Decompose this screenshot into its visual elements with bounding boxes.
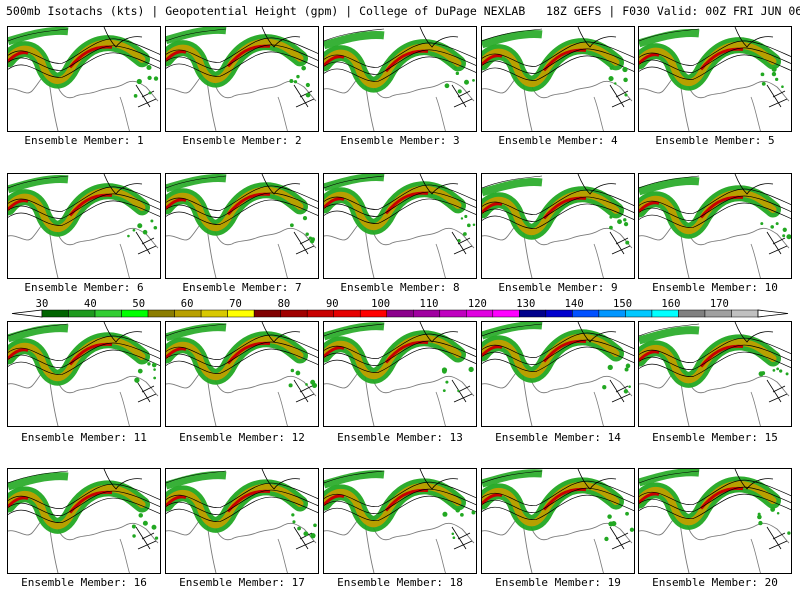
colorbar-tick-label: 140 — [564, 298, 584, 310]
ensemble-member-label: Ensemble Member: 5 — [655, 134, 775, 147]
colorbar-segment — [174, 309, 202, 318]
ensemble-member-label: Ensemble Member: 18 — [337, 576, 463, 589]
colorbar-segment — [68, 309, 96, 318]
ensemble-map-3 — [323, 26, 477, 132]
ensemble-map-6 — [7, 173, 161, 279]
chart-title: 500mb Isotachs (kts) | Geopotential Heig… — [6, 4, 800, 18]
colorbar-segment — [731, 309, 759, 318]
colorbar-segment — [625, 309, 653, 318]
colorbar-tick-label: 130 — [516, 298, 536, 310]
colorbar-tick-label: 30 — [35, 298, 49, 310]
colorbar-segment — [94, 309, 122, 318]
isotach-colorbar — [11, 309, 789, 318]
ensemble-member-label: Ensemble Member: 17 — [179, 576, 305, 589]
ensemble-map-15 — [638, 321, 792, 427]
colorbar-left-arrow — [11, 309, 43, 318]
colorbar-segment — [333, 309, 361, 318]
ensemble-member-label: Ensemble Member: 8 — [340, 281, 460, 294]
ensemble-map-7 — [165, 173, 319, 279]
colorbar-segment — [386, 309, 414, 318]
ensemble-member-label: Ensemble Member: 3 — [340, 134, 460, 147]
ensemble-map-17 — [165, 468, 319, 574]
colorbar-segment — [41, 309, 69, 318]
colorbar-segment — [200, 309, 228, 318]
ensemble-member-label: Ensemble Member: 13 — [337, 431, 463, 444]
ensemble-member-label: Ensemble Member: 20 — [652, 576, 778, 589]
colorbar-tick-label: 150 — [613, 298, 633, 310]
colorbar-segment — [572, 309, 600, 318]
ensemble-member-label: Ensemble Member: 19 — [495, 576, 621, 589]
ensemble-map-18 — [323, 468, 477, 574]
ensemble-member-label: Ensemble Member: 6 — [24, 281, 144, 294]
colorbar-tick-label: 40 — [84, 298, 97, 310]
colorbar-tick-label: 170 — [709, 298, 729, 310]
ensemble-map-12 — [165, 321, 319, 427]
colorbar-segment — [359, 309, 387, 318]
colorbar-segment — [598, 309, 626, 318]
colorbar-segment — [519, 309, 547, 318]
ensemble-map-20 — [638, 468, 792, 574]
colorbar-segment — [678, 309, 706, 318]
colorbar-tick-label: 160 — [661, 298, 681, 310]
ensemble-member-label: Ensemble Member: 9 — [498, 281, 618, 294]
ensemble-member-label: Ensemble Member: 1 — [24, 134, 144, 147]
ensemble-map-10 — [638, 173, 792, 279]
colorbar-segment — [466, 309, 494, 318]
ensemble-member-label: Ensemble Member: 16 — [21, 576, 147, 589]
colorbar-tick-label: 120 — [467, 298, 487, 310]
ensemble-member-label: Ensemble Member: 15 — [652, 431, 778, 444]
ensemble-map-4 — [481, 26, 635, 132]
ensemble-map-16 — [7, 468, 161, 574]
colorbar-segment — [121, 309, 149, 318]
colorbar-segment — [439, 309, 467, 318]
colorbar-segment — [651, 309, 679, 318]
ensemble-map-1 — [7, 26, 161, 132]
colorbar-segment — [227, 309, 255, 318]
ensemble-map-13 — [323, 321, 477, 427]
ensemble-member-label: Ensemble Member: 11 — [21, 431, 147, 444]
ensemble-map-14 — [481, 321, 635, 427]
ensemble-map-2 — [165, 26, 319, 132]
colorbar-segment — [413, 309, 441, 318]
ensemble-member-label: Ensemble Member: 10 — [652, 281, 778, 294]
ensemble-member-label: Ensemble Member: 12 — [179, 431, 305, 444]
colorbar-segment — [253, 309, 281, 318]
colorbar-tick-label: 70 — [229, 298, 242, 310]
colorbar-tick-label: 80 — [277, 298, 291, 310]
colorbar-tick-label: 90 — [325, 298, 339, 310]
colorbar-segment — [704, 309, 732, 318]
colorbar-tick-label: 60 — [180, 298, 194, 310]
ensemble-member-label: Ensemble Member: 7 — [182, 281, 302, 294]
ensemble-member-label: Ensemble Member: 14 — [495, 431, 621, 444]
ensemble-map-11 — [7, 321, 161, 427]
colorbar-segment — [147, 309, 175, 318]
colorbar-tick-label: 110 — [419, 298, 439, 310]
ensemble-map-19 — [481, 468, 635, 574]
ensemble-map-5 — [638, 26, 792, 132]
ensemble-map-9 — [481, 173, 635, 279]
colorbar-right-arrow — [757, 309, 789, 318]
ensemble-member-label: Ensemble Member: 2 — [182, 134, 302, 147]
colorbar-segment — [280, 309, 308, 318]
colorbar-tick-label: 100 — [371, 298, 391, 310]
colorbar-tick-label: 50 — [132, 298, 146, 310]
colorbar-segment — [492, 309, 520, 318]
ensemble-member-label: Ensemble Member: 4 — [498, 134, 618, 147]
ensemble-map-8 — [323, 173, 477, 279]
colorbar-segment — [306, 309, 334, 318]
colorbar-segment — [545, 309, 573, 318]
